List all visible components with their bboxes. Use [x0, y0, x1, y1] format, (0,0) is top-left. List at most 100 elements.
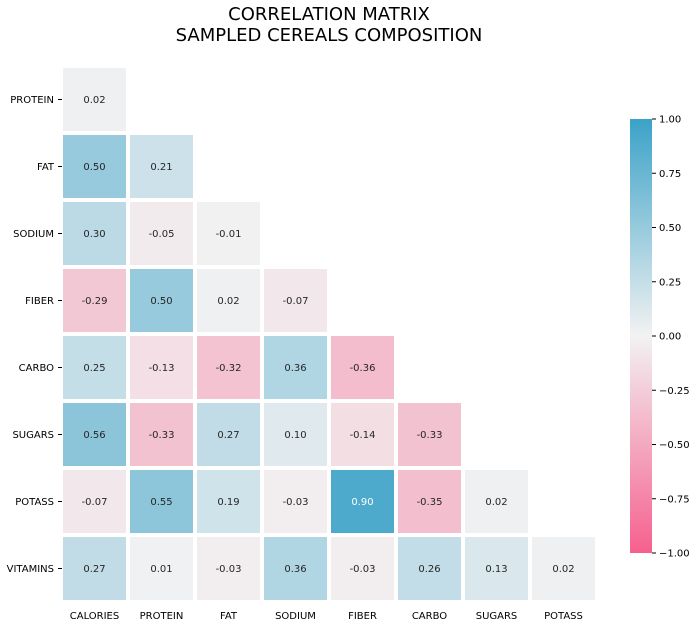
colorbar-gradient [630, 119, 652, 553]
cell-value-label: -0.36 [350, 363, 376, 374]
heatmap-cell [130, 336, 193, 399]
heatmap-cell [63, 269, 126, 332]
cell-value-label: 0.19 [217, 497, 239, 508]
colorbar-tick-label: 0.00 [659, 332, 681, 343]
cell-value-label: 0.36 [284, 363, 306, 374]
y-tick-label: SUGARS [12, 430, 54, 441]
y-tick-label: POTASS [15, 497, 54, 508]
heatmap-cell [130, 470, 193, 533]
y-tick-label: VITAMINS [7, 564, 54, 575]
heatmap-cell [63, 403, 126, 466]
heatmap-cell [264, 403, 327, 466]
heatmap-cell [264, 537, 327, 600]
heatmap-cell [331, 336, 394, 399]
cell-value-label: -0.01 [216, 229, 242, 240]
y-axis-ticks: PROTEIN FAT SODIUM FIBER CARBO SUGARS POTASS VI… [7, 95, 62, 575]
heatmap-cell [465, 470, 528, 533]
cell-value-label: 0.21 [150, 162, 172, 173]
y-tick-label: SODIUM [13, 229, 54, 240]
x-tick-label: CALORIES [70, 611, 119, 622]
heatmap-cell [398, 403, 461, 466]
heatmap-cell [197, 470, 260, 533]
colorbar-tick-label: 0.25 [659, 277, 681, 288]
heatmap-cell [398, 537, 461, 600]
heatmap-cell [197, 403, 260, 466]
cell-value-label: -0.07 [283, 296, 309, 307]
cell-value-label: -0.05 [149, 229, 175, 240]
colorbar-tick-label: 0.50 [659, 223, 681, 234]
x-tick-label: FAT [220, 611, 238, 622]
heatmap-cell [465, 537, 528, 600]
cell-value-label: -0.35 [417, 497, 443, 508]
cell-value-label: -0.03 [216, 564, 242, 575]
heatmap-cell [63, 135, 126, 198]
cell-value-label: 0.36 [284, 564, 306, 575]
cell-value-label: 0.56 [83, 430, 105, 441]
colorbar-tick-label: 0.75 [659, 169, 681, 180]
heatmap-cell [63, 202, 126, 265]
x-tick-label: FIBER [348, 611, 377, 622]
colorbar: 1.00 0.75 0.50 0.25 0.00 −0.25 −0.50 −0.75 −1.00 [630, 115, 690, 560]
heatmap-cell [197, 202, 260, 265]
cell-value-label: -0.07 [82, 497, 108, 508]
heatmap-cell [331, 470, 394, 533]
heatmap-cell [63, 537, 126, 600]
colorbar-tick-label: 1.00 [659, 115, 681, 126]
cell-value-label: 0.02 [552, 564, 574, 575]
cell-value-label: -0.14 [350, 430, 376, 441]
x-tick-label: SUGARS [476, 611, 518, 622]
cell-value-label: 0.25 [83, 363, 105, 374]
chart-title-line-1: CORRELATION MATRIX [228, 4, 430, 25]
heatmap-cell [398, 470, 461, 533]
heatmap-cells: 0.02 0.50 0.21 0.30 -0.05 -0.01 -0.29 0.50 0.02 -… [63, 68, 595, 600]
x-tick-label: POTASS [544, 611, 583, 622]
x-tick-label: CARBO [412, 611, 447, 622]
cell-value-label: 0.02 [217, 296, 239, 307]
y-tick-label: FAT [37, 162, 55, 173]
heatmap-cell [63, 336, 126, 399]
heatmap-cell [331, 537, 394, 600]
cell-value-label: 0.27 [83, 564, 105, 575]
heatmap-cell [264, 336, 327, 399]
cell-value-label: 0.50 [83, 162, 105, 173]
x-axis-ticks: CALORIES PROTEIN FAT SODIUM FIBER CARBO SUGARS… [70, 611, 583, 622]
cell-value-label: 0.01 [150, 564, 172, 575]
heatmap-cell [130, 135, 193, 198]
cell-value-label: -0.32 [216, 363, 242, 374]
heatmap-cell [130, 403, 193, 466]
cell-value-label: -0.33 [417, 430, 443, 441]
heatmap-cell [532, 537, 595, 600]
cell-value-label: 0.90 [351, 497, 373, 508]
heatmap-cell [130, 202, 193, 265]
chart-title: CORRELATION MATRIX SAMPLED CEREALS COMPO… [0, 4, 658, 46]
colorbar-tick-label: −0.50 [659, 440, 690, 451]
heatmap-cell [63, 470, 126, 533]
chart-title-line-2: SAMPLED CEREALS COMPOSITION [175, 25, 483, 46]
cell-value-label: -0.29 [82, 296, 108, 307]
y-tick-label: FIBER [25, 296, 54, 307]
cell-value-label: 0.02 [485, 497, 507, 508]
cell-value-label: -0.03 [283, 497, 309, 508]
heatmap-cell [63, 68, 126, 131]
cell-value-label: 0.55 [150, 497, 172, 508]
heatmap-cell [197, 336, 260, 399]
y-tick-label: CARBO [19, 363, 54, 374]
cell-value-label: 0.26 [418, 564, 440, 575]
cell-value-label: -0.33 [149, 430, 175, 441]
x-tick-label: SODIUM [275, 611, 316, 622]
colorbar-tick-label: −0.25 [659, 386, 690, 397]
cell-value-label: 0.02 [83, 95, 105, 106]
cell-value-label: -0.03 [350, 564, 376, 575]
x-tick-label: PROTEIN [140, 611, 184, 622]
cell-value-label: 0.30 [83, 229, 105, 240]
heatmap-cell [331, 403, 394, 466]
cell-value-label: -0.13 [149, 363, 175, 374]
cell-value-label: 0.27 [217, 430, 239, 441]
heatmap-cell [197, 537, 260, 600]
colorbar-tick-label: −0.75 [659, 494, 690, 505]
heatmap-cell [264, 470, 327, 533]
heatmap-cell [264, 269, 327, 332]
heatmap-cell [130, 537, 193, 600]
y-tick-label: PROTEIN [10, 95, 54, 106]
